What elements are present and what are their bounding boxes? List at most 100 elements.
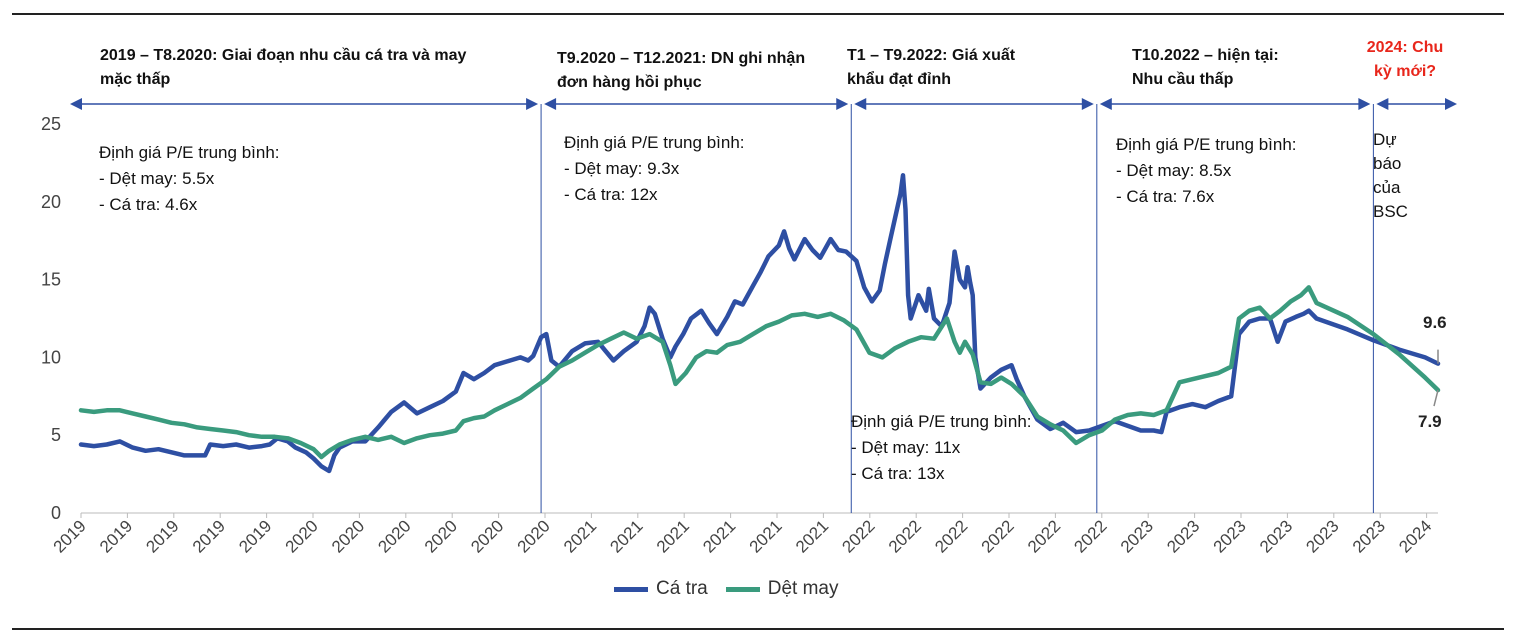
phase-arrow-4	[1099, 98, 1371, 110]
x-tick-label: 2019	[96, 516, 136, 556]
phase-arrow-head-left	[544, 98, 557, 110]
end-label-connector-det-may	[1433, 389, 1439, 407]
pe-note-2-det-may: - Dệt may: 9.3x	[564, 159, 680, 178]
x-tick-label: 2022	[931, 516, 971, 556]
pe-note-3-ca-tra: - Cá tra: 13x	[851, 464, 945, 483]
phase-title-5-line1: 2024: Chu	[1366, 39, 1444, 56]
legend-label-ca-tra: Cá tra	[656, 578, 708, 599]
x-tick-label: 2023	[1163, 516, 1203, 556]
x-tick-label: 2022	[978, 516, 1018, 556]
legend-swatch-det-may	[725, 586, 760, 592]
series-line-ca-tra	[78, 173, 1441, 474]
legend-item-det-may: Dệt may	[725, 578, 839, 600]
y-tick-label: 25	[41, 114, 61, 134]
phase-title-2-line2: đơn hàng hồi phục	[557, 74, 702, 91]
phase-title-5-line2: kỳ mới?	[1373, 63, 1437, 80]
pe-note-1-ca-tra: - Cá tra: 4.6x	[99, 195, 198, 214]
phase-arrow-head-right	[1445, 98, 1457, 110]
phase-title-2: T9.2020 – T12.2021: DN ghi nhận đơn hàng…	[557, 47, 837, 95]
pe-note-1-det-may: - Dệt may: 5.5x	[99, 169, 215, 188]
phase-title-1-line2: mặc thấp	[100, 71, 171, 88]
x-tick-label: 2023	[1302, 516, 1342, 556]
phase-arrow-head-right	[526, 98, 539, 110]
phase-title-3-line1: T1 – T9.2022: Giá xuất	[847, 47, 1016, 64]
x-tick-label: 2021	[746, 516, 786, 556]
phase-arrow-2	[544, 98, 849, 110]
x-tick-label: 2021	[699, 516, 739, 556]
x-tick-label: 2020	[467, 516, 507, 556]
x-tick-label: 2022	[1024, 516, 1064, 556]
x-tick-label: 2020	[421, 516, 461, 556]
phase-title-3-line2: khẩu đạt đỉnh	[847, 71, 951, 88]
legend-swatch-ca-tra	[614, 586, 648, 592]
x-tick-label: 2022	[1070, 516, 1110, 556]
forecast-note-line4: BSC	[1373, 202, 1408, 221]
x-tick-label: 2021	[606, 516, 646, 556]
phase-arrow-head-left	[1376, 98, 1389, 110]
pe-note-3-det-may: - Dệt may: 11x	[851, 438, 961, 457]
phase-arrow-head-left	[70, 98, 82, 110]
pe-note-2: Định giá P/E trung bình: - Dệt may: 9.3x…	[564, 130, 745, 208]
series-layer	[78, 173, 1441, 474]
phase-arrow-5	[1376, 98, 1457, 110]
x-tick-label: 2023	[1256, 516, 1296, 556]
x-tick-label: 2019	[189, 516, 229, 556]
x-tick-label: 2021	[653, 516, 693, 556]
forecast-note-line2: báo	[1373, 154, 1402, 173]
bottom-rule	[12, 628, 1504, 630]
phase-title-5: 2024: Chu kỳ mới?	[1352, 36, 1458, 84]
series-line-det-may	[78, 285, 1441, 460]
pe-note-3-heading: Định giá P/E trung bình:	[851, 412, 1032, 431]
legend: Cá tra Dệt may	[614, 578, 857, 600]
phase-arrow-3	[854, 98, 1094, 110]
x-tick-label: 2020	[328, 516, 368, 556]
end-label-ca-tra: 9.6	[1423, 313, 1447, 332]
pe-note-1-heading: Định giá P/E trung bình:	[99, 143, 280, 162]
y-tick-label: 0	[51, 503, 61, 523]
y-tick-label: 10	[41, 347, 61, 367]
x-tick-label: 2024	[1395, 516, 1435, 556]
x-tick-label: 2021	[560, 516, 600, 556]
pe-note-2-ca-tra: - Cá tra: 12x	[564, 185, 658, 204]
pe-note-4-ca-tra: - Cá tra: 7.6x	[1116, 187, 1215, 206]
pe-note-4-det-may: - Dệt may: 8.5x	[1116, 161, 1232, 180]
pe-note-3: Định giá P/E trung bình: - Dệt may: 11x …	[851, 409, 1032, 487]
forecast-note: Dự báo của BSC	[1373, 128, 1408, 224]
phase-arrow-head-right	[1358, 98, 1371, 110]
phase-title-4: T10.2022 – hiện tại: Nhu cầu thấp	[1132, 44, 1332, 92]
pe-note-2-heading: Định giá P/E trung bình:	[564, 133, 745, 152]
x-tick-label: 2020	[374, 516, 414, 556]
phase-title-4-line1: T10.2022 – hiện tại:	[1132, 47, 1279, 64]
phase-arrow-head-left	[854, 98, 867, 110]
x-tick-label: 2023	[1210, 516, 1250, 556]
legend-item-ca-tra: Cá tra	[614, 578, 708, 600]
phase-title-2-line1: T9.2020 – T12.2021: DN ghi nhận	[557, 50, 806, 67]
top-rule	[12, 13, 1504, 15]
pe-note-4-heading: Định giá P/E trung bình:	[1116, 135, 1297, 154]
phase-title-4-line2: Nhu cầu thấp	[1132, 71, 1234, 88]
x-tick-label: 2023	[1349, 516, 1389, 556]
x-tick-label: 2022	[885, 516, 925, 556]
x-tick-label: 2021	[792, 516, 832, 556]
phase-arrow-1	[70, 98, 539, 110]
pe-note-4: Định giá P/E trung bình: - Dệt may: 8.5x…	[1116, 132, 1297, 210]
y-tick-label: 15	[41, 270, 61, 290]
x-tick-label: 2023	[1117, 516, 1157, 556]
phase-arrow-head-right	[1081, 98, 1094, 110]
x-tick-label: 2020	[282, 516, 322, 556]
legend-label-det-may: Dệt may	[767, 578, 839, 599]
x-tick-label: 2022	[838, 516, 878, 556]
x-tick-label: 2019	[142, 516, 182, 556]
x-tick-label: 2019	[235, 516, 275, 556]
phase-arrow-head-left	[1099, 98, 1112, 110]
phase-title-1-line1: 2019 – T8.2020: Giai đoạn nhu cầu cá tra…	[100, 47, 467, 64]
forecast-note-line1: Dự	[1373, 130, 1397, 149]
phase-title-3: T1 – T9.2022: Giá xuất khẩu đạt đỉnh	[847, 44, 1087, 92]
end-label-det-may: 7.9	[1418, 412, 1442, 431]
forecast-note-line3: của	[1373, 178, 1401, 197]
x-tick-label: 2020	[514, 516, 554, 556]
pe-note-1: Định giá P/E trung bình: - Dệt may: 5.5x…	[99, 140, 280, 218]
phase-divider-lines	[540, 104, 1374, 513]
y-tick-label: 20	[41, 192, 61, 212]
